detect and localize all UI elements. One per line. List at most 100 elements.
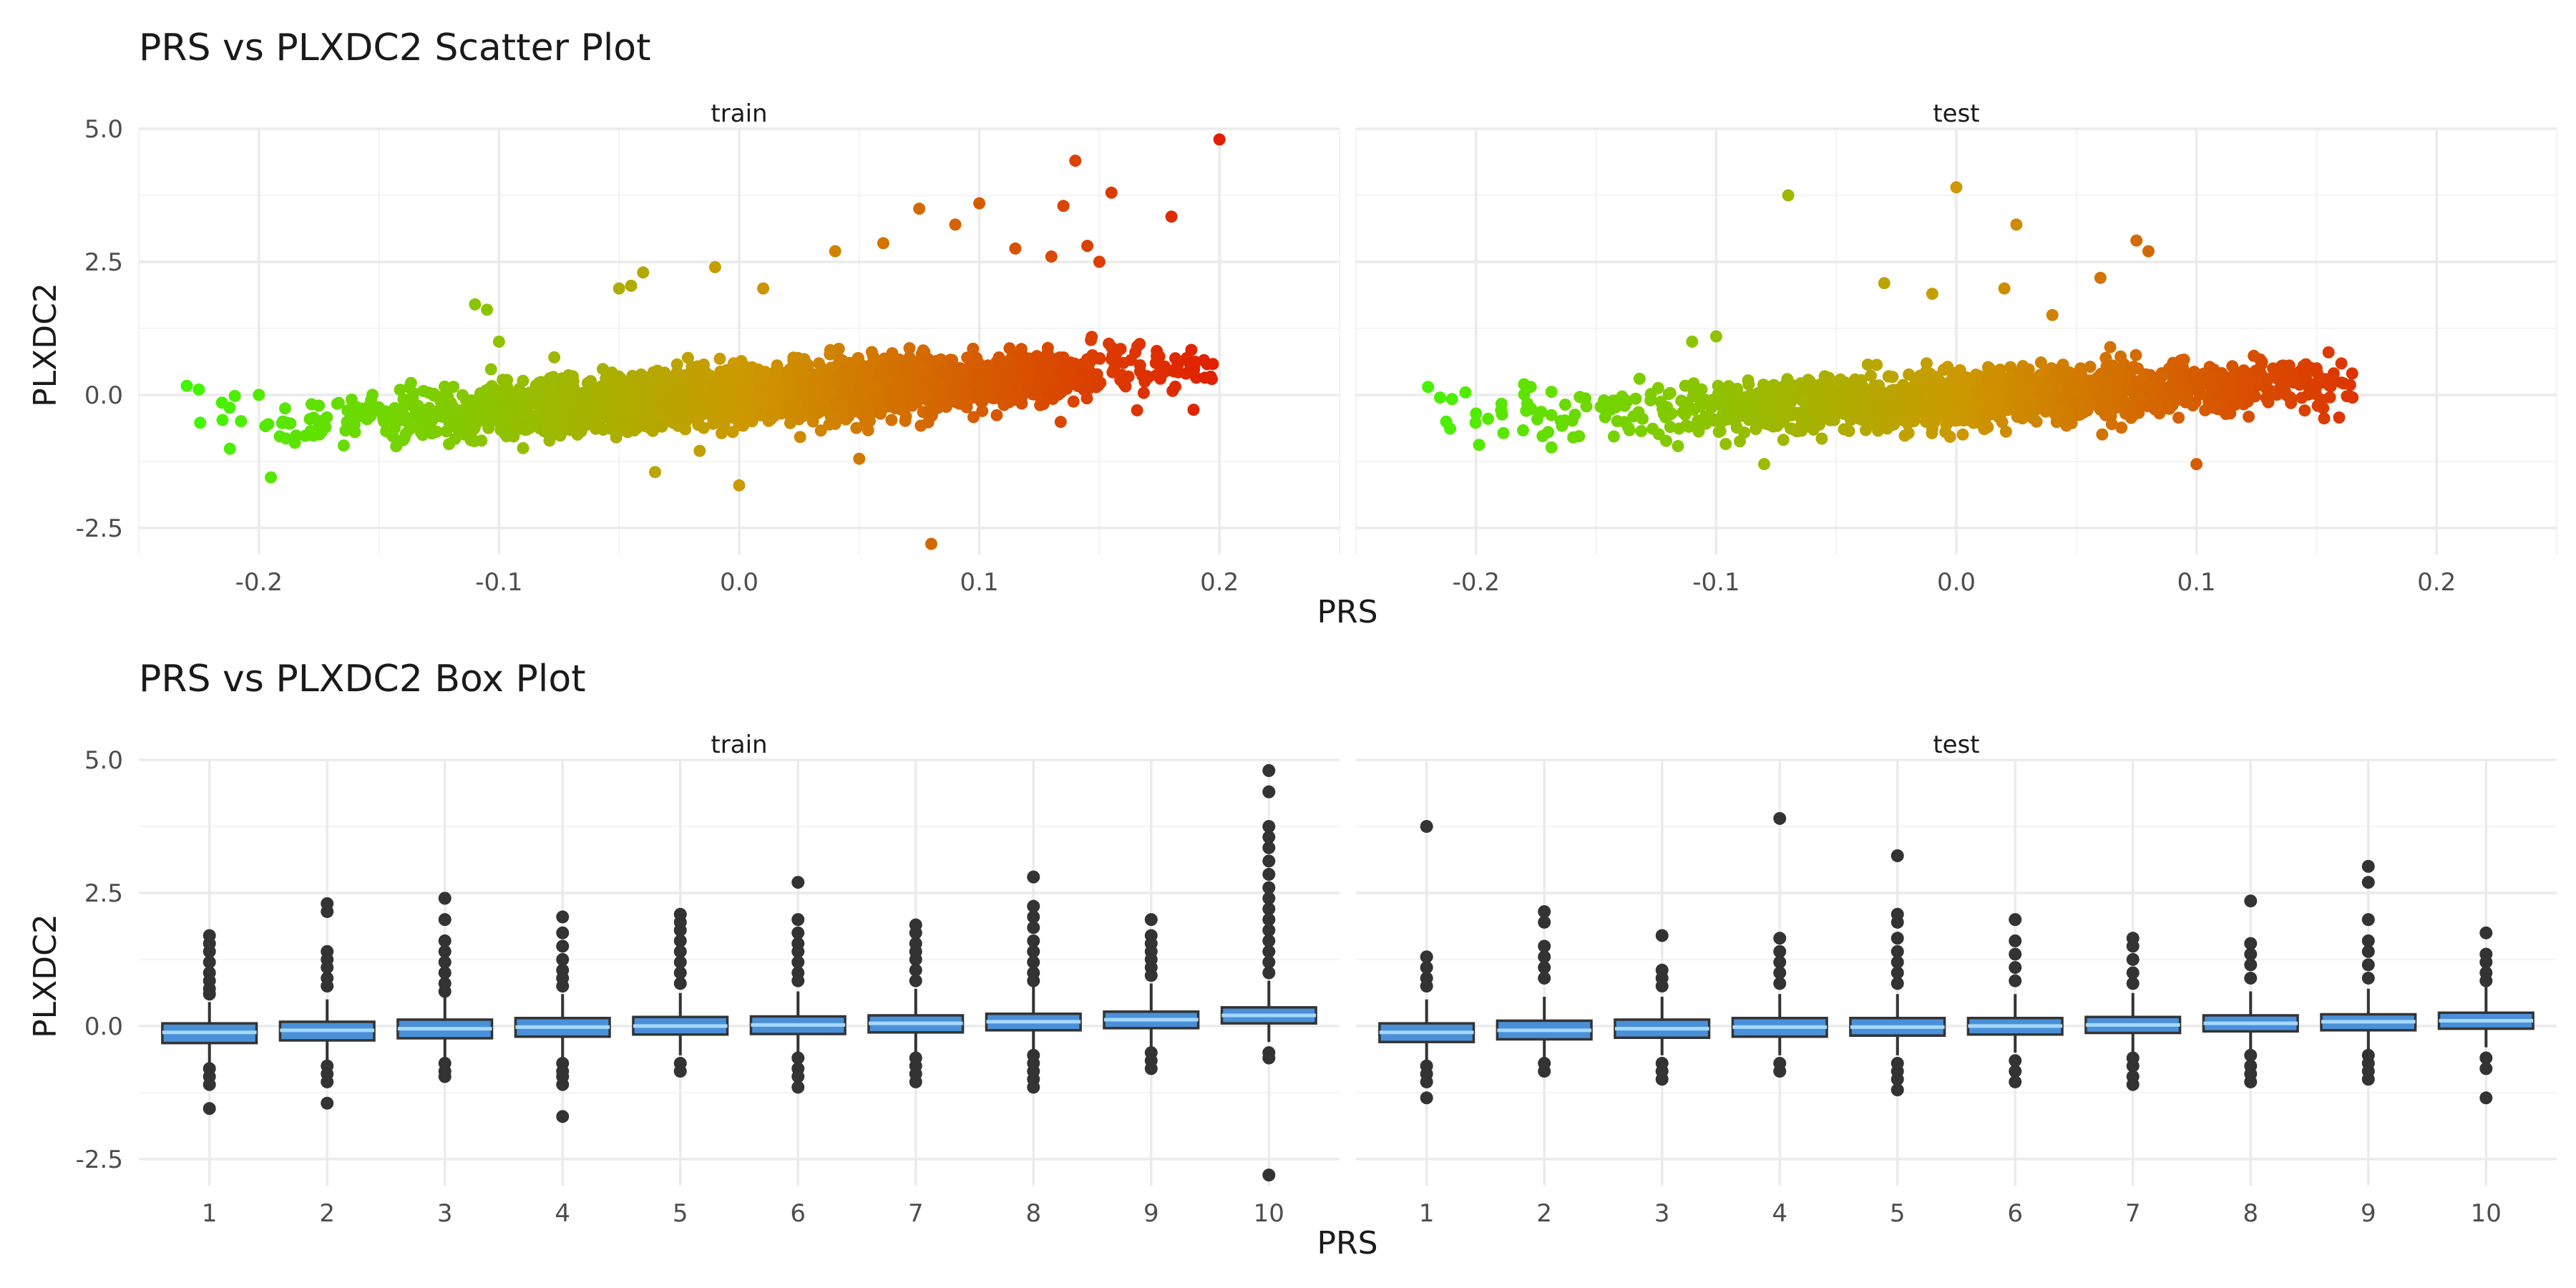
data-point — [2309, 388, 2322, 401]
x-tick-label: 8 — [1025, 1199, 1041, 1228]
data-point — [1062, 366, 1075, 379]
data-point — [180, 379, 193, 392]
scatter-strip-test: test — [1933, 99, 1979, 128]
data-point — [1835, 384, 1848, 397]
data-point — [547, 371, 560, 384]
data-point — [504, 391, 517, 404]
data-point — [1784, 381, 1796, 394]
data-point — [2190, 458, 2203, 471]
data-point — [1085, 331, 1098, 343]
data-point — [543, 434, 556, 447]
data-point — [2104, 341, 2117, 353]
data-point — [940, 362, 953, 375]
data-point — [2142, 245, 2155, 258]
data-point — [1054, 416, 1067, 429]
data-point — [2205, 381, 2218, 394]
data-point — [1675, 394, 1688, 407]
outlier-point — [556, 940, 570, 953]
scatter-strip-train: train — [711, 99, 767, 128]
data-point — [1807, 423, 1820, 436]
data-point — [1045, 250, 1058, 263]
data-point — [2311, 399, 2324, 412]
data-point — [812, 371, 825, 384]
data-point — [670, 358, 683, 371]
data-point — [1872, 424, 1885, 437]
data-point — [829, 417, 841, 430]
data-point — [1785, 422, 1798, 435]
outlier-point — [791, 974, 805, 987]
data-point — [850, 421, 863, 434]
outlier-point — [556, 1078, 570, 1091]
data-point — [852, 352, 865, 365]
data-point — [709, 412, 722, 425]
data-point — [366, 389, 379, 401]
data-point — [829, 245, 841, 258]
data-point — [1878, 277, 1890, 290]
data-point — [537, 411, 550, 424]
data-point — [474, 398, 487, 411]
outlier-point — [203, 1102, 216, 1116]
data-point — [2322, 346, 2335, 358]
data-point — [554, 429, 567, 442]
data-point — [862, 424, 874, 436]
data-point — [192, 383, 205, 396]
data-point — [306, 427, 318, 439]
data-point — [732, 367, 745, 380]
data-point — [889, 386, 902, 399]
data-point — [1677, 406, 1689, 419]
data-point — [853, 383, 866, 396]
box-strip-test: test — [1933, 731, 1979, 759]
data-point — [430, 425, 443, 438]
x-tick-label: 5 — [673, 1199, 688, 1228]
data-point — [1081, 240, 1094, 253]
data-point — [2153, 381, 2166, 394]
outlier-point — [1027, 870, 1040, 884]
x-tick-label: 7 — [908, 1199, 924, 1228]
data-point — [1970, 385, 1982, 398]
data-point — [350, 401, 363, 414]
data-point — [1798, 410, 1811, 423]
data-point — [1168, 365, 1181, 378]
scatter-y-axis-label: PLXDC2 — [27, 283, 64, 407]
data-point — [517, 441, 530, 454]
data-point — [1956, 428, 1969, 441]
data-point — [1762, 418, 1775, 431]
data-point — [1185, 343, 1198, 356]
data-point — [2046, 308, 2059, 321]
data-point — [1069, 155, 1082, 167]
data-point — [947, 381, 960, 393]
data-point — [2140, 381, 2153, 394]
data-point — [572, 426, 585, 439]
data-point — [1664, 386, 1677, 399]
data-point — [2277, 380, 2290, 393]
data-point — [761, 387, 774, 400]
data-point — [972, 370, 985, 383]
data-point — [794, 431, 806, 444]
data-point — [2079, 383, 2092, 396]
data-point — [2335, 376, 2348, 389]
data-point — [305, 398, 318, 411]
data-point — [464, 434, 477, 447]
data-point — [1103, 337, 1116, 350]
data-point — [2318, 412, 2331, 425]
x-tick-label: 0.1 — [960, 568, 999, 597]
y-tick-label: 2.5 — [84, 248, 123, 277]
data-point — [1745, 392, 1758, 405]
data-point — [877, 237, 889, 250]
data-point — [567, 388, 580, 401]
data-point — [1105, 186, 1118, 199]
data-point — [2132, 389, 2145, 402]
data-point — [853, 452, 866, 465]
outlier-point — [556, 926, 570, 940]
data-point — [1686, 336, 1699, 348]
data-point — [331, 397, 343, 410]
data-point — [396, 434, 409, 447]
data-point — [1093, 255, 1106, 268]
data-point — [481, 303, 494, 316]
data-point — [699, 366, 712, 379]
data-point — [2016, 412, 2029, 425]
data-point — [2172, 411, 2185, 424]
data-point — [1444, 422, 1456, 435]
data-point — [1033, 370, 1046, 383]
